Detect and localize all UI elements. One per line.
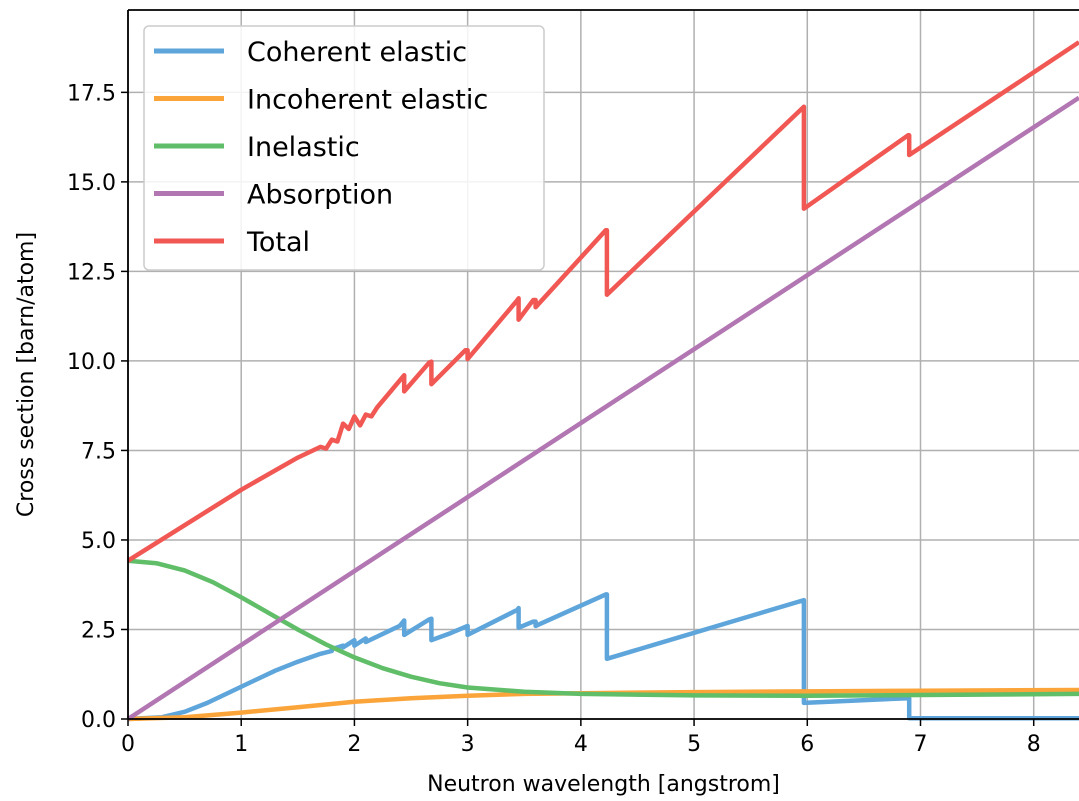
x-tick-label: 2 (347, 732, 361, 757)
x-tick-label: 0 (121, 732, 135, 757)
legend-label-coherent-elastic: Coherent elastic (247, 37, 467, 68)
legend-box (143, 25, 545, 271)
y-tick-label: 12.5 (67, 260, 116, 285)
x-tick-label: 7 (914, 732, 928, 757)
y-tick-label: 7.5 (81, 439, 116, 464)
series-line-coherent-elastic (127, 592, 1079, 722)
legend-label-incoherent-elastic: Incoherent elastic (247, 85, 488, 116)
legend-label-inelastic: Inelastic (247, 132, 360, 163)
x-tick-label: 3 (461, 732, 475, 757)
x-tick-label: 8 (1027, 732, 1041, 757)
x-axis-label: Neutron wavelength [angstrom] (427, 772, 780, 797)
y-tick-label: 2.5 (81, 618, 116, 643)
y-axis-label: Cross section [barn/atom] (14, 232, 39, 517)
x-tick-label: 1 (234, 732, 248, 757)
y-tick-label: 5.0 (81, 529, 116, 554)
x-tick-label: 6 (800, 732, 814, 757)
series-line-absorption (126, 95, 1079, 721)
y-tick-label: 10.0 (67, 350, 116, 375)
y-tick-label: 17.5 (67, 81, 116, 106)
legend-label-absorption: Absorption (247, 180, 393, 211)
ticks: 0 1 2 3 4 5 6 7 8 0.0 2.5 5.0 7.5 10.0 12.5 15.0 17.5 (67, 81, 1041, 757)
series-line-total (126, 40, 1079, 563)
series-line-incoherent-elastic (127, 687, 1079, 722)
legend: Coherent elastic Incoherent elastic Inelas… (143, 25, 545, 271)
x-tick-label: 5 (687, 732, 701, 757)
x-tick-label: 4 (574, 732, 588, 757)
series-line-inelastic (127, 558, 1079, 698)
legend-label-total: Total (246, 227, 310, 258)
y-tick-label: 15.0 (67, 171, 116, 196)
y-tick-label: 0.0 (81, 708, 116, 733)
series-layer (126, 40, 1079, 722)
